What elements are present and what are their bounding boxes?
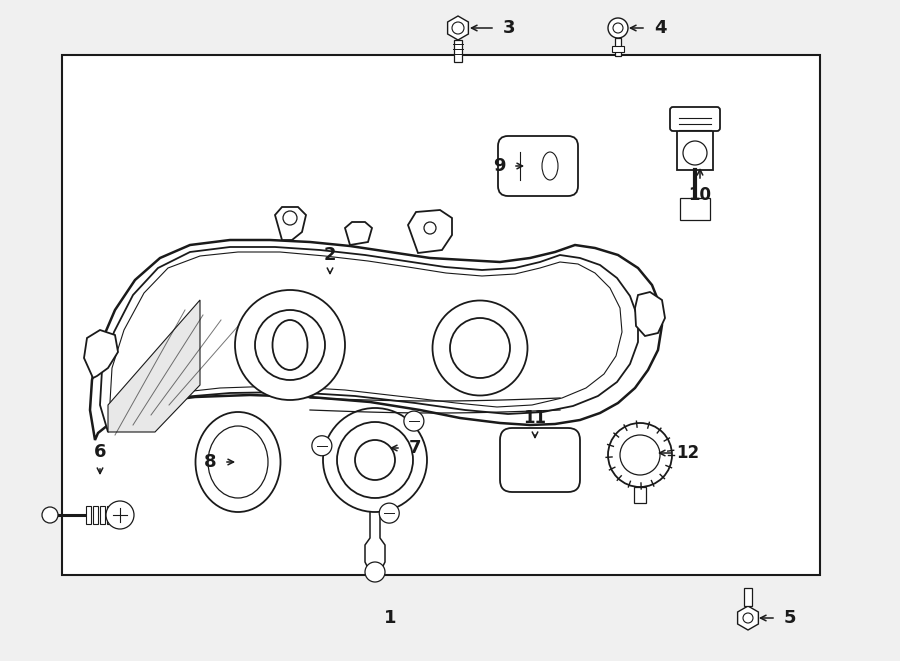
Polygon shape [275, 207, 306, 240]
Ellipse shape [208, 426, 268, 498]
Bar [107, 506, 112, 524]
Text: 10: 10 [688, 186, 712, 204]
FancyBboxPatch shape [670, 107, 720, 131]
Polygon shape [345, 222, 372, 245]
Ellipse shape [195, 412, 281, 512]
Circle shape [323, 408, 427, 512]
Text: 2: 2 [324, 246, 337, 264]
Circle shape [608, 423, 672, 487]
Text: 11: 11 [524, 409, 546, 427]
Polygon shape [447, 16, 468, 40]
Circle shape [312, 436, 332, 456]
Ellipse shape [255, 310, 325, 380]
Bar [744, 588, 752, 606]
Bar [454, 40, 462, 62]
Bar [677, 126, 713, 170]
Ellipse shape [235, 290, 345, 400]
Polygon shape [108, 300, 200, 432]
Circle shape [743, 613, 753, 623]
Bar [680, 198, 710, 220]
Ellipse shape [433, 301, 527, 395]
Bar [612, 46, 624, 52]
FancyBboxPatch shape [500, 428, 580, 492]
Text: 12: 12 [677, 444, 699, 462]
Ellipse shape [273, 320, 308, 370]
Bar [93, 506, 98, 524]
Polygon shape [635, 292, 665, 336]
Polygon shape [738, 606, 759, 630]
Polygon shape [100, 247, 638, 432]
Circle shape [424, 222, 436, 234]
Circle shape [452, 22, 464, 34]
Text: 9: 9 [493, 157, 505, 175]
FancyBboxPatch shape [498, 136, 578, 196]
Bar [100, 506, 105, 524]
Circle shape [106, 501, 134, 529]
Bar [634, 487, 646, 503]
Polygon shape [84, 330, 118, 378]
Circle shape [355, 440, 395, 480]
Circle shape [42, 507, 58, 523]
Text: 8: 8 [203, 453, 216, 471]
Ellipse shape [450, 318, 510, 378]
Circle shape [379, 503, 400, 523]
Bar [86, 506, 91, 524]
Text: 4: 4 [653, 19, 666, 37]
Text: 1: 1 [383, 609, 396, 627]
Text: 5: 5 [784, 609, 796, 627]
Bar [615, 38, 621, 56]
Circle shape [613, 23, 623, 33]
Circle shape [283, 211, 297, 225]
Polygon shape [90, 240, 662, 440]
Circle shape [365, 562, 385, 582]
Polygon shape [110, 252, 622, 428]
Bar [62, 55, 820, 575]
Circle shape [620, 435, 660, 475]
Circle shape [404, 411, 424, 431]
Text: 3: 3 [503, 19, 515, 37]
Text: 6: 6 [94, 443, 106, 461]
Ellipse shape [542, 152, 558, 180]
Polygon shape [408, 210, 452, 253]
Circle shape [683, 141, 707, 165]
Circle shape [337, 422, 413, 498]
Text: 7: 7 [409, 439, 421, 457]
Circle shape [608, 18, 628, 38]
